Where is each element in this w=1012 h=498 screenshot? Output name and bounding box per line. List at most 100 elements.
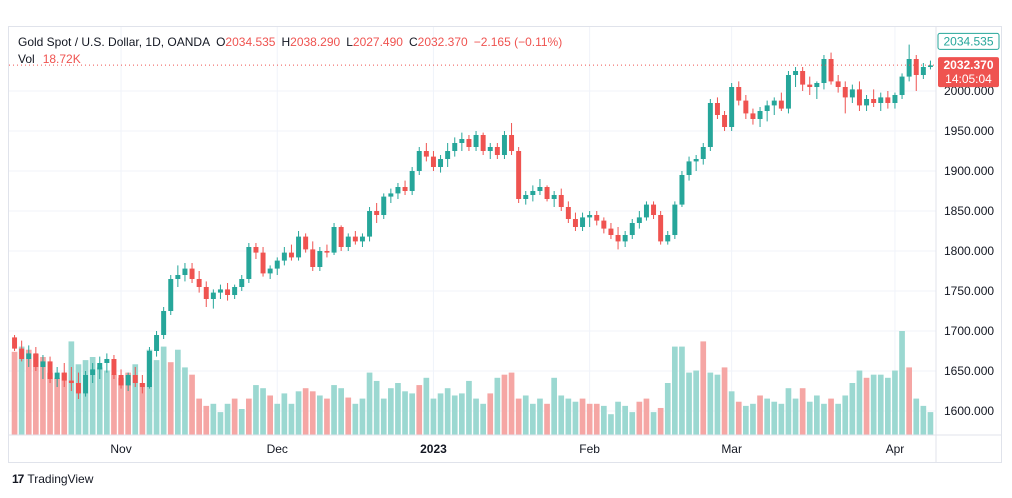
volume-bar bbox=[913, 398, 920, 435]
volume-bar bbox=[544, 403, 550, 435]
volume-bar bbox=[814, 395, 820, 435]
candle-body bbox=[132, 375, 138, 383]
axes: 1600.000 1650.000 1700.000 1750.000 1800.000… bbox=[9, 27, 1001, 462]
chart-frame bbox=[8, 26, 1002, 463]
high-label: H bbox=[281, 35, 291, 49]
candle-body bbox=[203, 287, 209, 299]
candle-body bbox=[565, 207, 571, 219]
candle-body bbox=[97, 363, 103, 370]
candle-body bbox=[281, 252, 287, 261]
y-tick-label: 1850.000 bbox=[944, 204, 994, 218]
y-tick-label: 1650.000 bbox=[944, 364, 994, 378]
candle-body bbox=[19, 348, 25, 359]
volume-bar bbox=[863, 377, 870, 435]
volume-bars bbox=[11, 331, 934, 435]
volume-bar bbox=[274, 403, 281, 435]
candle-body bbox=[757, 111, 763, 119]
candle-body bbox=[636, 217, 642, 223]
volume-bar bbox=[288, 403, 295, 435]
volume-bar bbox=[203, 405, 210, 435]
volume-bar bbox=[750, 403, 756, 435]
candle-body bbox=[310, 249, 316, 267]
volume-bar bbox=[487, 393, 494, 435]
candle-body bbox=[743, 100, 749, 114]
candle-body bbox=[274, 260, 280, 269]
candle-body bbox=[864, 99, 870, 106]
candle-body bbox=[154, 335, 160, 351]
volume-bar bbox=[707, 372, 714, 435]
volume-bar bbox=[608, 414, 614, 435]
volume-bar bbox=[799, 388, 806, 435]
candle-body bbox=[423, 151, 429, 157]
volume-legend: Vol 18.72K bbox=[18, 52, 81, 66]
candle-body bbox=[920, 67, 926, 75]
candle-body bbox=[814, 83, 820, 87]
candle-body bbox=[47, 361, 53, 379]
volume-bar bbox=[380, 398, 387, 435]
volume-bar bbox=[331, 385, 337, 435]
candle-body bbox=[509, 135, 515, 151]
close-label: C bbox=[408, 35, 418, 49]
volume-bar bbox=[728, 391, 735, 435]
candle-body bbox=[899, 76, 905, 95]
volume-bar bbox=[849, 383, 856, 435]
volume-bar bbox=[359, 398, 366, 435]
volume-bar bbox=[231, 398, 238, 435]
candle-body bbox=[288, 252, 294, 258]
volume-bar bbox=[430, 398, 437, 435]
candle-body bbox=[445, 151, 451, 159]
candle-body bbox=[90, 369, 96, 375]
volume-bar bbox=[743, 405, 749, 435]
volume-value: 18.72K bbox=[42, 52, 81, 66]
candle-body bbox=[778, 100, 784, 109]
candle-body bbox=[168, 279, 174, 311]
candle-body bbox=[83, 375, 89, 394]
volume-bar bbox=[118, 377, 124, 435]
volume-bar bbox=[437, 393, 444, 435]
volume-bar bbox=[650, 412, 657, 435]
y-tick-label: 1900.000 bbox=[944, 164, 994, 178]
candle-body bbox=[487, 147, 493, 151]
close-value: 2032.370 bbox=[417, 35, 468, 49]
x-tick-label: 2023 bbox=[420, 442, 447, 456]
candle-body bbox=[750, 113, 756, 119]
volume-bar bbox=[238, 409, 245, 435]
volume-bar bbox=[572, 401, 579, 435]
candle-body bbox=[785, 75, 791, 109]
candle-body bbox=[580, 217, 586, 227]
low-label: L bbox=[346, 35, 353, 49]
volume-bar bbox=[402, 391, 408, 435]
price-tag-box bbox=[938, 57, 999, 88]
volume-bar bbox=[309, 391, 316, 435]
candle-body bbox=[842, 87, 848, 98]
volume-bar bbox=[927, 412, 934, 435]
candle-body bbox=[672, 204, 678, 235]
candle-body bbox=[622, 235, 628, 242]
volume-bar bbox=[615, 401, 621, 435]
candle-body bbox=[501, 135, 507, 155]
candle-body bbox=[793, 71, 799, 75]
candle-body bbox=[146, 351, 152, 387]
tradingview-logo-icon: 17 bbox=[12, 472, 24, 486]
symbol-title[interactable]: Gold Spot / U.S. Dollar, 1D, OANDA bbox=[18, 35, 211, 49]
candle-body bbox=[736, 87, 742, 101]
x-tick-label: Nov bbox=[110, 442, 131, 456]
candle-body bbox=[722, 115, 728, 127]
volume-bar bbox=[253, 385, 259, 435]
candle-body bbox=[821, 59, 827, 83]
candle-body bbox=[12, 337, 18, 349]
candle-body bbox=[324, 251, 330, 253]
candle-body bbox=[125, 375, 131, 386]
volume-bar bbox=[622, 405, 628, 435]
open-label: O bbox=[216, 35, 226, 49]
candle-body bbox=[196, 279, 202, 287]
candle-body bbox=[430, 156, 436, 167]
candle-body bbox=[849, 89, 855, 98]
volume-bar bbox=[61, 372, 68, 435]
candle-body bbox=[232, 287, 238, 295]
volume-bar bbox=[366, 372, 373, 435]
candle-body bbox=[111, 359, 117, 375]
tradingview-logo[interactable]: 17 TradingView bbox=[12, 472, 93, 486]
low-value: 2027.490 bbox=[352, 35, 403, 49]
